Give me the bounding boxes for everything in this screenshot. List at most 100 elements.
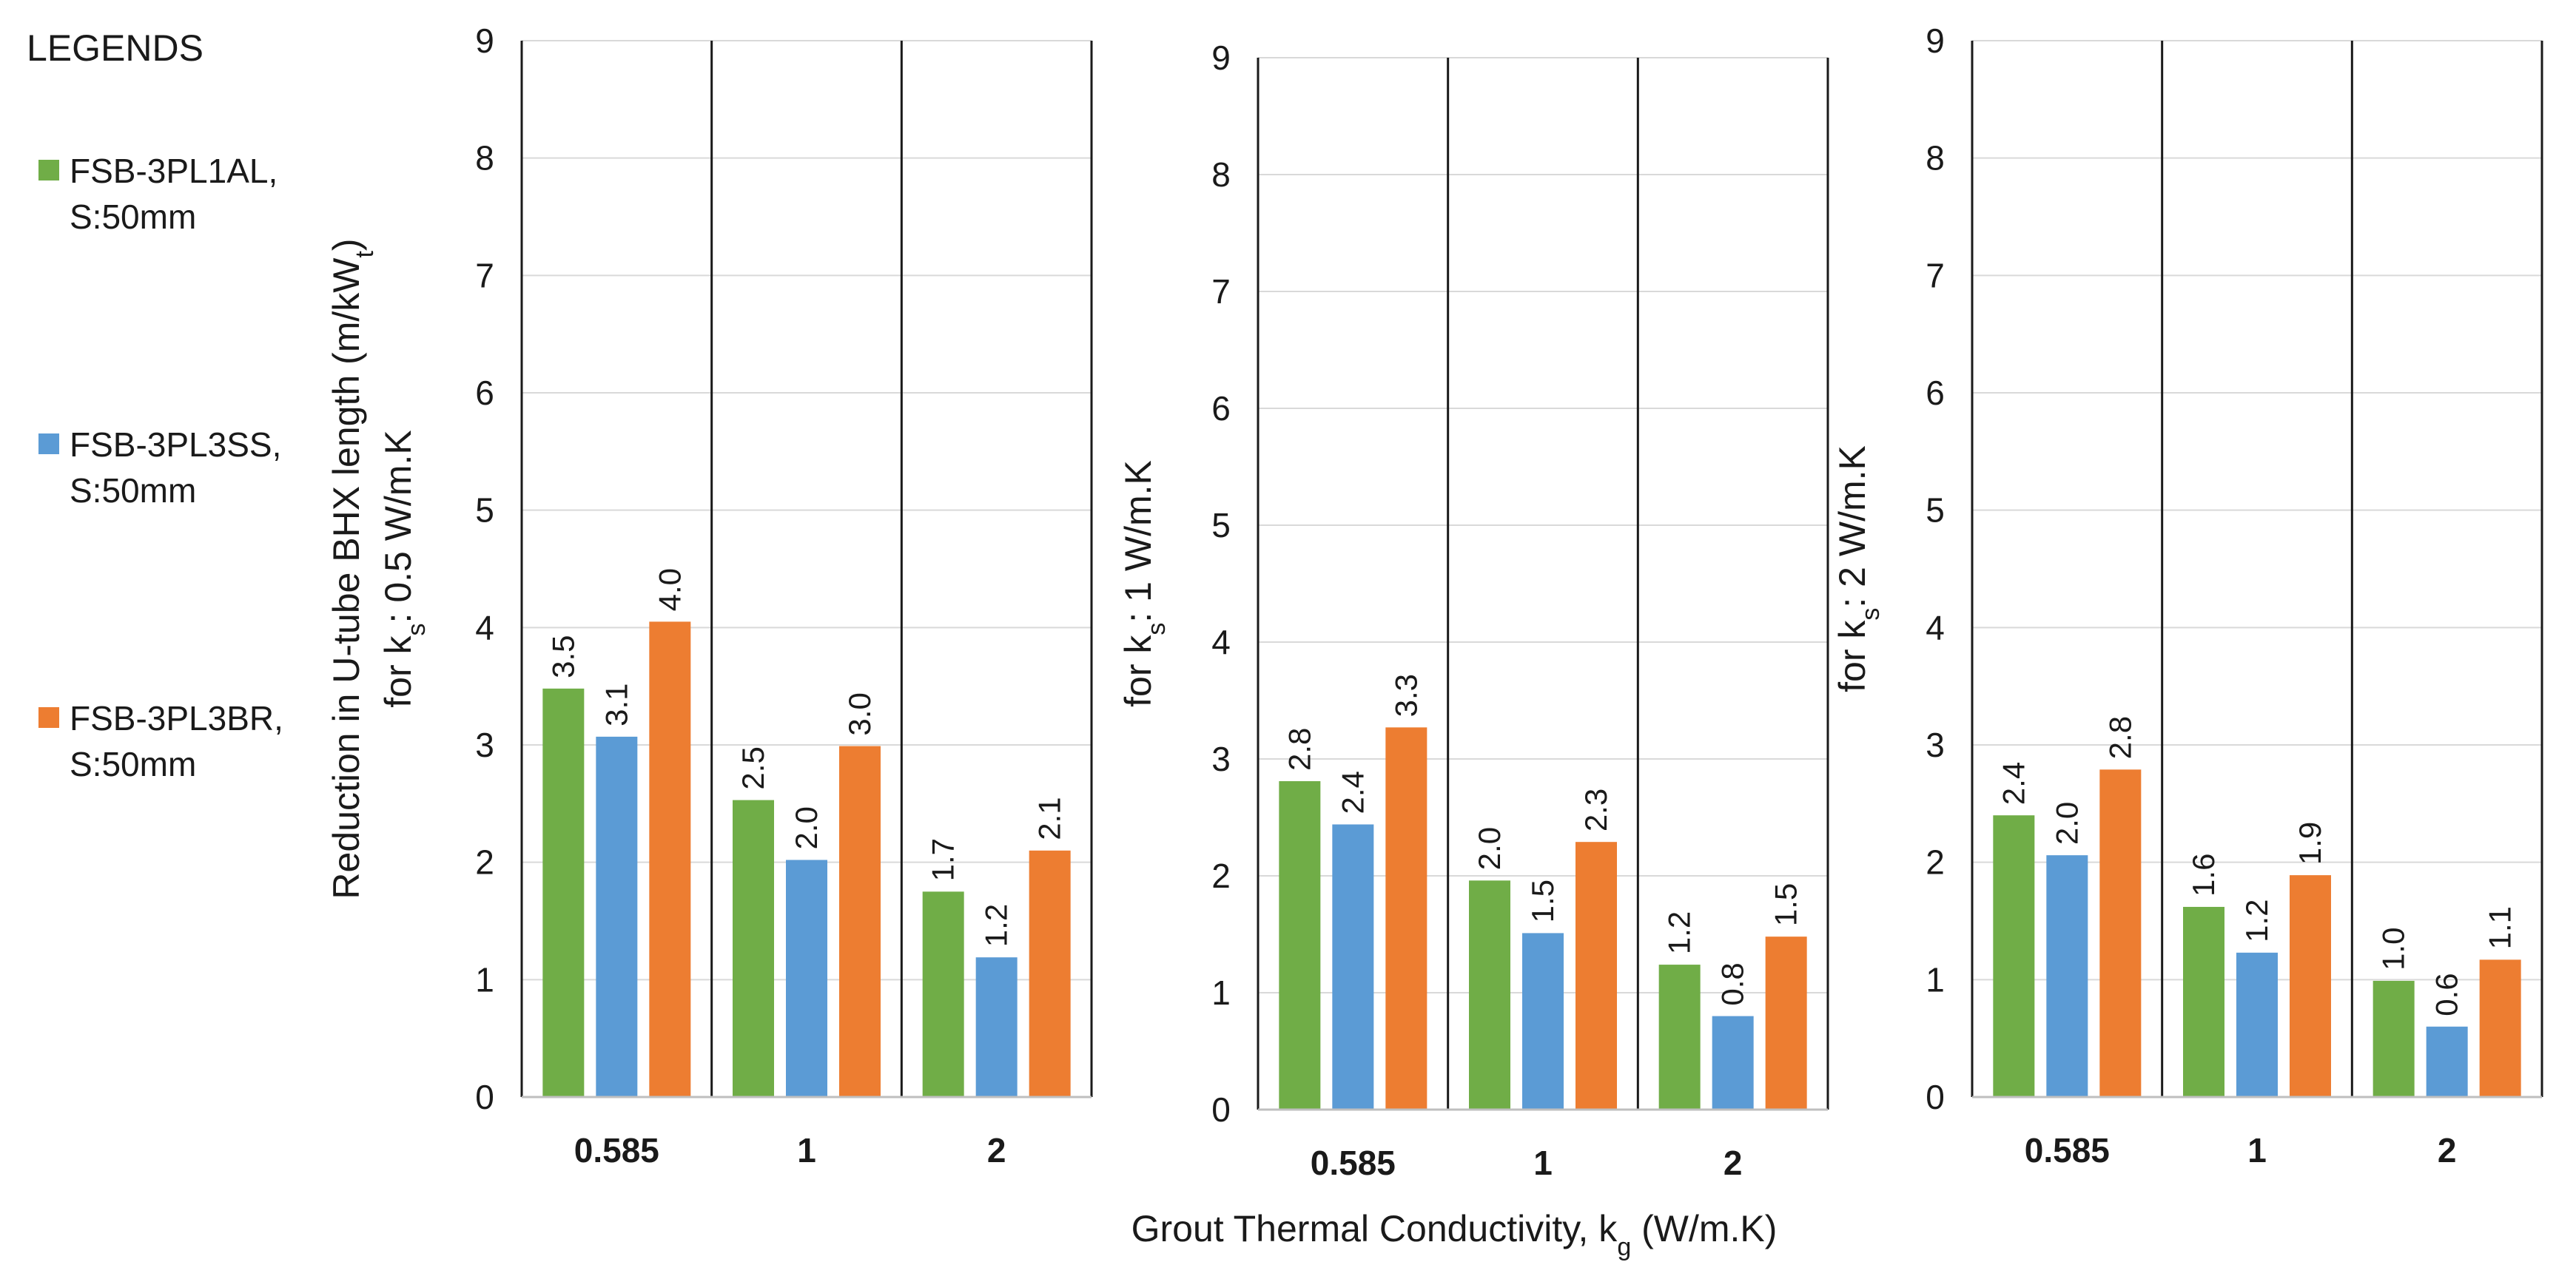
y-tick-label: 7	[1211, 272, 1231, 311]
bar	[2479, 959, 2521, 1097]
bar	[1469, 880, 1510, 1110]
bar	[1575, 842, 1617, 1110]
bar	[2426, 1026, 2468, 1097]
bar	[1993, 815, 2035, 1097]
legend-item-fsb-3pl3ss: FSB-3PL3SS, S:50mm	[38, 422, 281, 513]
y-tick-label: 3	[475, 726, 494, 764]
bar	[1385, 727, 1427, 1110]
bar	[1522, 933, 1564, 1110]
y-tick-label: 3	[1926, 726, 1945, 764]
y-tick-label: 5	[475, 491, 494, 530]
data-label: 0.8	[1715, 962, 1750, 1005]
data-label: 2.0	[1472, 827, 1507, 870]
y-tick-label: 4	[1211, 623, 1231, 661]
bar	[596, 736, 638, 1097]
x-tick-label: 0.585	[2025, 1131, 2110, 1170]
bar	[839, 746, 881, 1097]
y-tick-label: 4	[475, 608, 494, 647]
y-axis-title: Reduction in U-tube BHX length (m/kWt)	[326, 238, 379, 899]
y-tick-label: 9	[475, 21, 494, 60]
y-tick-label: 6	[1926, 374, 1945, 412]
legend-label-line1: FSB-3PL3SS,	[70, 425, 282, 464]
y-tick-label: 9	[1926, 21, 1945, 60]
x-tick-label: 1	[2247, 1131, 2267, 1170]
y-tick-label: 6	[1211, 389, 1231, 428]
bar	[542, 688, 585, 1097]
bar	[975, 957, 1018, 1097]
data-label: 1.0	[2376, 928, 2411, 971]
legend-label: FSB-3PL3BR, S:50mm	[70, 695, 283, 787]
panel-y-axis-label: for ks: 1 W/m.K	[1117, 460, 1171, 707]
bar	[733, 800, 774, 1097]
y-tick-label: 0	[1211, 1090, 1231, 1129]
bar	[2183, 906, 2224, 1097]
y-tick-label: 1	[475, 960, 494, 999]
x-tick-label: 2	[2438, 1131, 2457, 1170]
data-label: 1.2	[2239, 899, 2274, 942]
legend-label-line2: S:50mm	[70, 471, 197, 510]
data-label: 3.0	[842, 692, 877, 735]
data-label: 3.5	[545, 635, 580, 678]
data-label: 2.5	[736, 746, 770, 789]
y-tick-label: 8	[1926, 139, 1945, 178]
data-label: 1.9	[2293, 822, 2327, 865]
bar	[1332, 824, 1374, 1110]
data-label: 3.1	[599, 684, 633, 726]
legend-heading: LEGENDS	[27, 27, 204, 69]
bar	[2290, 875, 2331, 1097]
y-tick-label: 0	[475, 1078, 494, 1116]
x-tick-label: 1	[1533, 1144, 1553, 1182]
y-tick-label: 2	[1211, 857, 1231, 895]
legend-label-line1: FSB-3PL1AL,	[70, 152, 278, 190]
legend-swatch-blue	[38, 433, 59, 454]
y-tick-label: 7	[475, 256, 494, 294]
y-tick-label: 5	[1926, 491, 1945, 530]
y-tick-label: 1	[1926, 960, 1945, 999]
data-label: 3.3	[1388, 674, 1423, 717]
legend-label: FSB-3PL1AL, S:50mm	[70, 148, 278, 240]
bar	[1658, 965, 1701, 1110]
legend-swatch-orange	[38, 707, 59, 728]
data-label: 2.0	[789, 806, 824, 849]
data-label: 2.3	[1578, 789, 1613, 831]
data-label: 0.6	[2429, 973, 2464, 1016]
x-tick-label: 2	[1724, 1144, 1743, 1182]
x-tick-label: 2	[987, 1131, 1006, 1170]
y-tick-label: 1	[1211, 973, 1231, 1012]
panel-y-axis-label: for ks: 0.5 W/m.K	[377, 430, 431, 707]
y-tick-label: 2	[1926, 843, 1945, 882]
legend-label-line1: FSB-3PL3BR,	[70, 699, 283, 738]
y-tick-label: 5	[1211, 506, 1231, 544]
data-label: 1.2	[1662, 911, 1697, 954]
legend-label-line2: S:50mm	[70, 198, 197, 236]
bar	[2372, 980, 2415, 1097]
y-tick-label: 4	[1926, 608, 1945, 647]
bar	[1765, 937, 1807, 1110]
y-tick-label: 9	[1211, 38, 1231, 77]
bar	[2236, 952, 2278, 1097]
legend-item-fsb-3pl1al: FSB-3PL1AL, S:50mm	[38, 148, 278, 240]
data-label: 1.5	[1769, 883, 1803, 926]
y-tick-label: 3	[1211, 740, 1231, 778]
y-tick-label: 8	[1211, 155, 1231, 194]
y-tick-label: 6	[475, 374, 494, 412]
bar	[922, 891, 964, 1097]
x-axis-title: Grout Thermal Conductivity, kg (W/m.K)	[1131, 1208, 1778, 1261]
data-label: 2.0	[2049, 802, 2084, 845]
bar	[2046, 855, 2088, 1097]
data-label: 2.1	[1032, 797, 1067, 840]
legend-label: FSB-3PL3SS, S:50mm	[70, 422, 281, 513]
x-tick-label: 0.585	[574, 1131, 659, 1170]
y-tick-label: 8	[475, 139, 494, 178]
data-label: 1.7	[926, 838, 961, 881]
bar	[2099, 769, 2142, 1097]
legend-item-fsb-3pl3br: FSB-3PL3BR, S:50mm	[38, 695, 283, 787]
data-label: 1.5	[1525, 880, 1560, 922]
bar	[1279, 781, 1321, 1110]
data-label: 2.4	[1335, 771, 1370, 814]
bar	[1029, 850, 1071, 1097]
x-tick-label: 1	[797, 1131, 816, 1170]
data-label: 2.8	[1282, 728, 1316, 771]
data-label: 1.2	[979, 904, 1014, 947]
